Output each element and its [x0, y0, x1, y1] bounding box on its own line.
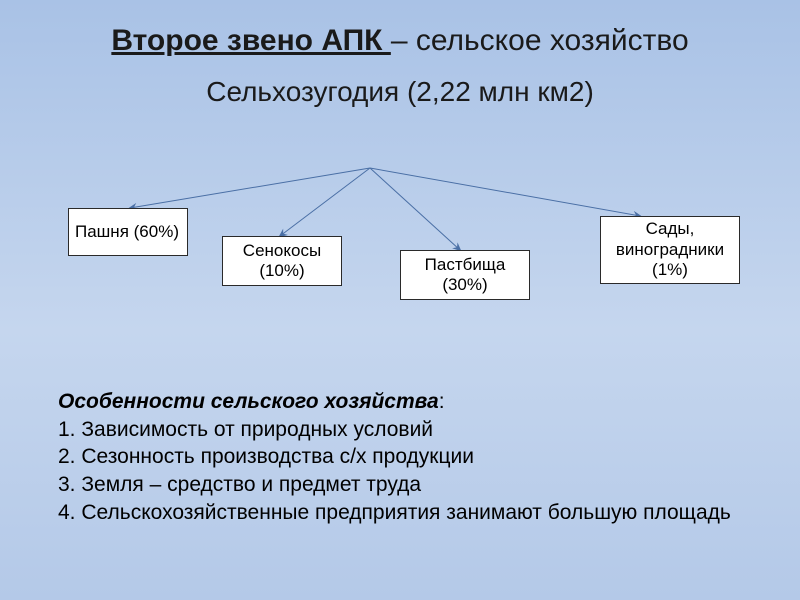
slide-subtitle: Сельхозугодия (2,22 млн км2) [0, 76, 800, 108]
feature-item: Сельскохозяйственные предприятия занимаю… [58, 499, 760, 527]
features-colon: : [439, 390, 445, 413]
edge-to-senokosy [280, 168, 370, 236]
edge-to-pastbishcha [370, 168, 460, 250]
edge-to-sady [370, 168, 640, 216]
node-pashnya: Пашня (60%) [68, 208, 188, 256]
node-pastbishcha: Пастбища (30%) [400, 250, 530, 300]
node-sady: Сады, виноградники (1%) [600, 216, 740, 284]
features-section: Особенности сельского хозяйства: Зависим… [58, 388, 760, 527]
node-senokosy: Сенокосы (10%) [222, 236, 342, 286]
features-heading-line: Особенности сельского хозяйства: [58, 388, 760, 416]
landuse-diagram: Пашня (60%) Сенокосы (10%) Пастбища (30%) С… [0, 160, 800, 360]
features-list: Зависимость от природных условийСезоннос… [58, 416, 760, 527]
edge-to-pashnya [130, 168, 370, 208]
feature-item: Сезонность производства с/х продукции [58, 443, 760, 471]
feature-item: Земля – средство и предмет труда [58, 471, 760, 499]
feature-item: Зависимость от природных условий [58, 416, 760, 444]
features-heading: Особенности сельского хозяйства [58, 390, 439, 413]
title-bold: Второе звено АПК [111, 24, 390, 57]
slide-title: Второе звено АПК – сельское хозяйство [0, 0, 800, 60]
title-rest: – сельское хозяйство [391, 24, 689, 57]
